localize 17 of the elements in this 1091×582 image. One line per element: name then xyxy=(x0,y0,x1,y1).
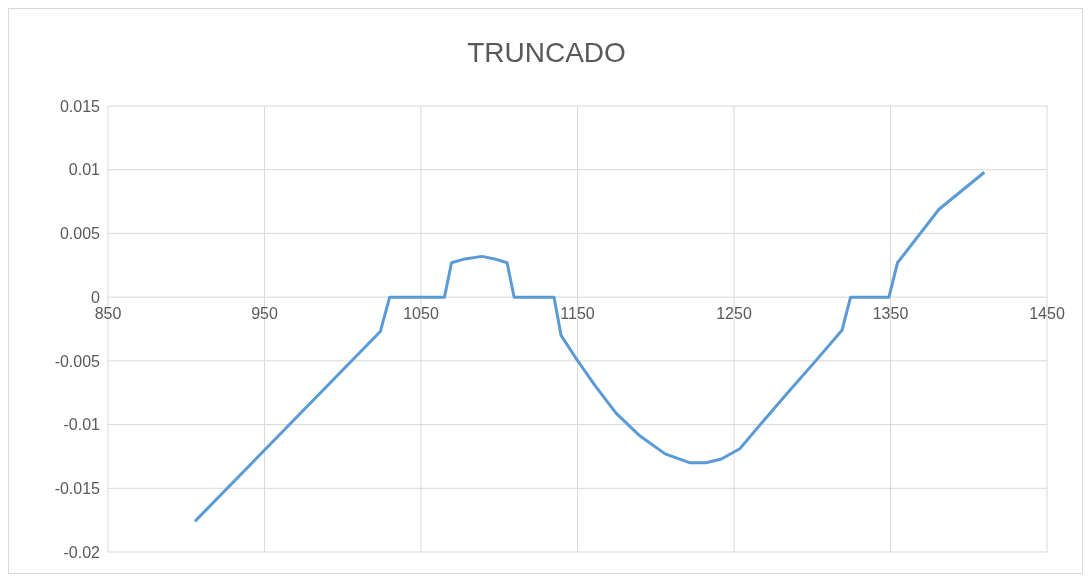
x-tick-label: 1250 xyxy=(716,305,752,323)
y-tick-label: -0.015 xyxy=(54,479,101,497)
x-tick-label: 1450 xyxy=(1029,305,1065,323)
x-tick-label: 1050 xyxy=(403,305,439,323)
y-tick-label: -0.01 xyxy=(63,416,101,434)
y-tick-label: 0 xyxy=(91,288,101,306)
x-tick-label: 1350 xyxy=(872,305,909,323)
line-series xyxy=(193,170,986,523)
y-tick-label: 0.015 xyxy=(59,97,101,115)
y-tick-label: 0.01 xyxy=(68,161,101,179)
x-tick-label: 850 xyxy=(94,305,122,323)
y-tick-label: -0.005 xyxy=(54,352,101,370)
y-tick-label: 0.005 xyxy=(59,225,101,243)
chart-title: TRUNCADO xyxy=(466,37,627,69)
x-tick-label: 950 xyxy=(251,305,278,323)
x-tick-label: 1150 xyxy=(560,305,595,323)
y-tick-label: -0.02 xyxy=(63,543,101,561)
